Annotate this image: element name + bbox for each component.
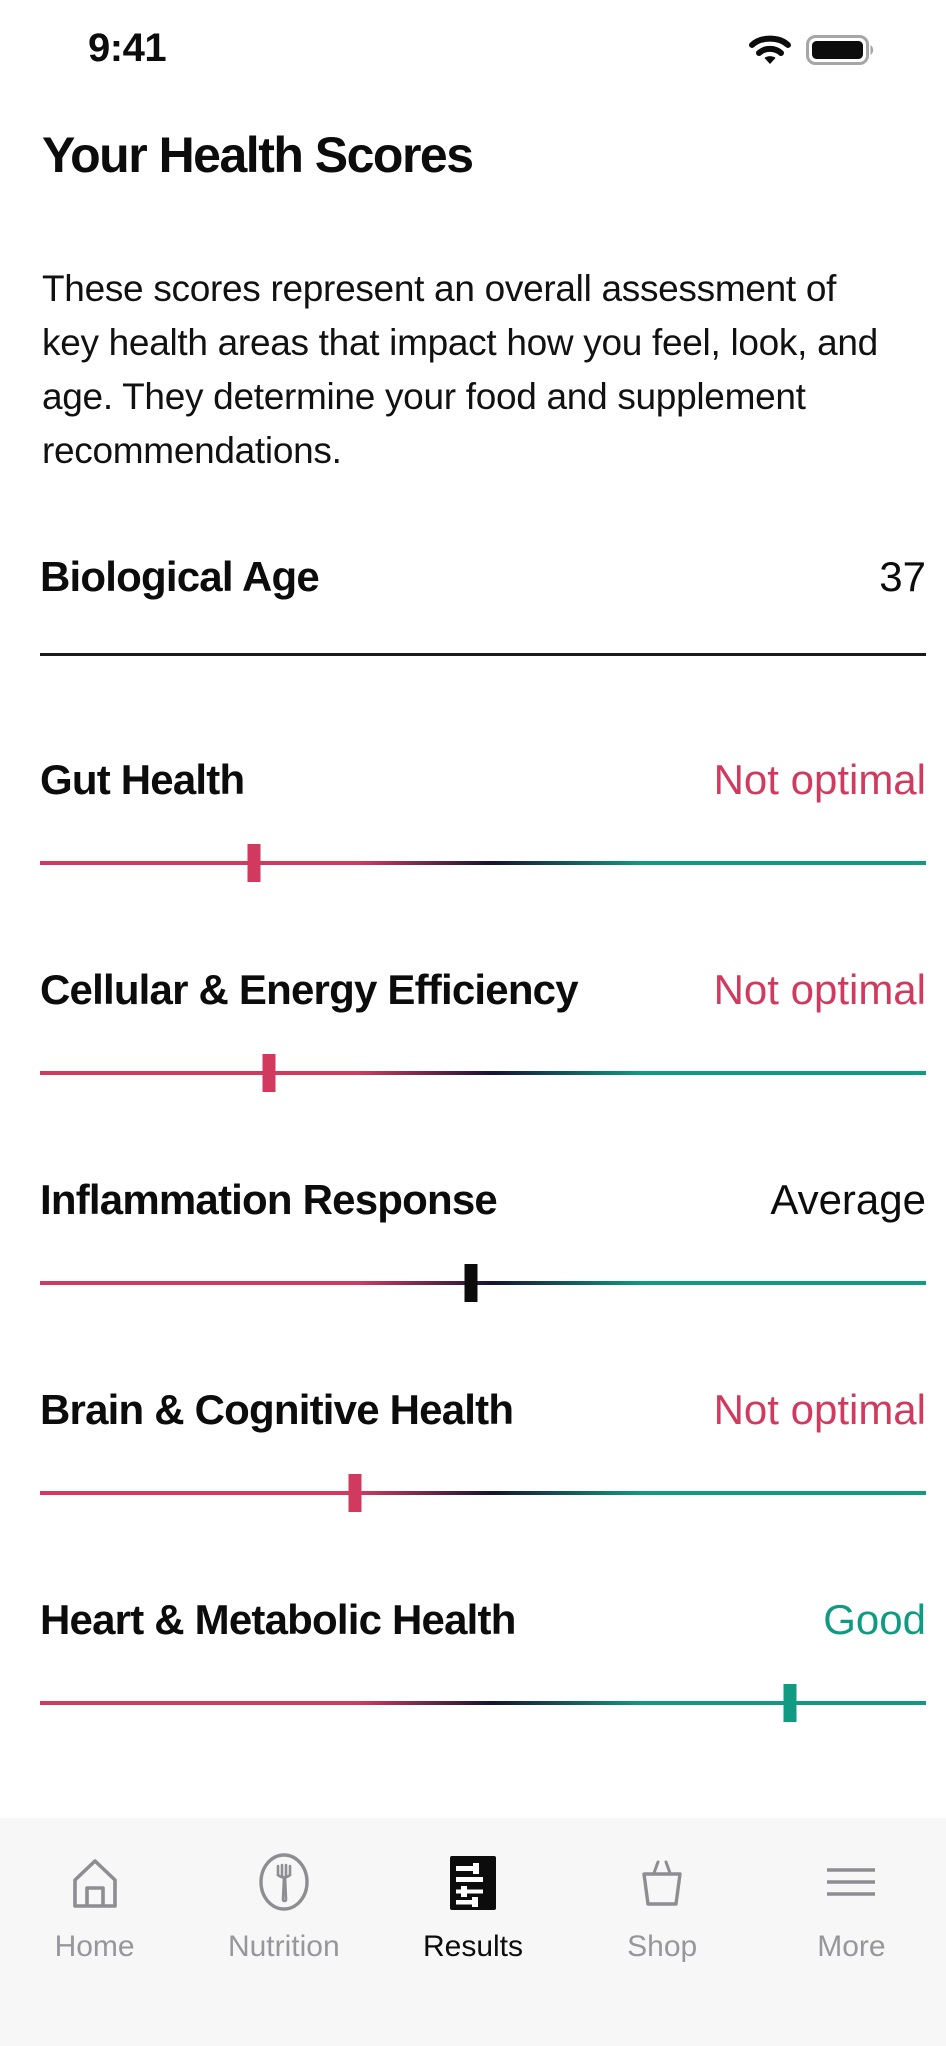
tab-shop[interactable]: Shop <box>568 1818 757 1964</box>
score-marker <box>262 1054 276 1092</box>
tab-label: Shop <box>627 1930 698 1963</box>
score-track <box>40 1052 926 1094</box>
score-track <box>40 1262 926 1304</box>
page-title: Your Health Scores <box>42 127 474 183</box>
biological-age-label: Biological Age <box>40 553 320 600</box>
battery-icon <box>806 34 876 71</box>
tab-label: Results <box>422 1930 524 1963</box>
tab-label: Home <box>54 1930 135 1963</box>
score-status: Not optimal <box>713 966 926 1013</box>
score-track-line <box>40 1491 926 1495</box>
score-row: Heart & Metabolic Health Good <box>40 1596 926 1722</box>
score-marker <box>783 1684 797 1722</box>
biological-age-value: 37 <box>879 553 926 600</box>
biological-age-row: Biological Age 37 <box>40 553 926 601</box>
score-row: Brain & Cognitive Health Not optimal <box>40 1386 926 1512</box>
score-status: Not optimal <box>713 1386 926 1433</box>
status-time: 9:41 <box>88 26 167 70</box>
score-marker <box>247 844 261 882</box>
score-status: Average <box>770 1176 926 1223</box>
score-track <box>40 842 926 884</box>
fork-icon <box>255 1850 313 1916</box>
tab-more[interactable]: More <box>757 1818 946 1964</box>
tab-results[interactable]: Results <box>378 1818 567 1964</box>
score-track-line <box>40 861 926 865</box>
tab-bar: Home Nutrition <box>0 1818 946 2046</box>
status-bar: 9:41 <box>0 0 946 96</box>
score-track-line <box>40 1281 926 1285</box>
score-row: Cellular & Energy Efficiency Not optimal <box>40 966 926 1092</box>
score-status: Good <box>823 1596 926 1643</box>
sliders-icon <box>450 1850 496 1916</box>
home-icon <box>65 1850 125 1916</box>
score-row: Inflammation Response Average <box>40 1176 926 1302</box>
menu-icon <box>823 1850 879 1916</box>
score-status: Not optimal <box>713 756 926 803</box>
score-label: Heart & Metabolic Health <box>40 1596 516 1643</box>
score-label: Inflammation Response <box>40 1176 498 1223</box>
status-icons <box>748 34 876 71</box>
score-track-line <box>40 1701 926 1705</box>
basket-icon <box>632 1850 692 1916</box>
wifi-icon <box>748 34 792 71</box>
tab-label: More <box>817 1930 886 1963</box>
tab-nutrition[interactable]: Nutrition <box>189 1818 378 1964</box>
score-track <box>40 1472 926 1514</box>
page-description: These scores represent an overall assess… <box>42 268 878 471</box>
score-marker <box>348 1474 362 1512</box>
score-marker <box>464 1264 478 1302</box>
score-label: Brain & Cognitive Health <box>40 1386 514 1433</box>
tab-home[interactable]: Home <box>0 1818 189 1964</box>
score-label: Gut Health <box>40 756 245 803</box>
score-label: Cellular & Energy Efficiency <box>40 966 579 1013</box>
score-row: Gut Health Not optimal <box>40 756 926 882</box>
score-track <box>40 1682 926 1724</box>
biological-age-divider <box>40 653 926 656</box>
score-track-line <box>40 1071 926 1075</box>
tab-label: Nutrition <box>227 1930 340 1963</box>
